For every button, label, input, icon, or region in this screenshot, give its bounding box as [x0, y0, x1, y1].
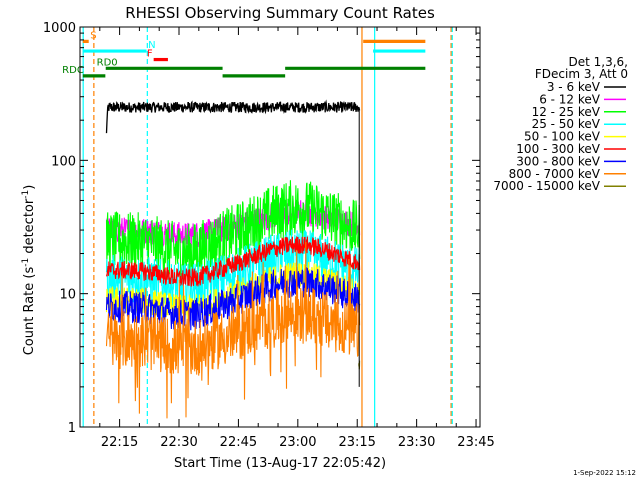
legend-entry-label-1: 6 - 12 keV: [539, 92, 601, 106]
flag-label-rdc: RDC: [62, 65, 84, 76]
legend-entry-label-2: 12 - 25 keV: [532, 105, 601, 119]
series-trace-3-6-kev: [105, 99, 361, 134]
y-tick-label-2: 100: [51, 154, 76, 169]
y-tick-label-3: 1000: [43, 21, 76, 36]
y-axis-label-main: Count Rate (s: [22, 267, 37, 356]
plot-frame: [79, 26, 481, 428]
flag-label-rd0: RD0: [97, 57, 118, 68]
x-tick-label-0: 22:15: [101, 435, 138, 450]
y-axis-label-mid: detector: [22, 198, 37, 258]
y-axis-label: Count Rate (s-1 detector-1): [21, 185, 37, 356]
x-tick-label-6: 23:45: [457, 435, 494, 450]
y-axis-label-sup2: -1: [21, 190, 31, 199]
plot-area: S NF RD0 RDC: [62, 27, 453, 427]
footer-date: 1-Sep-2022 15:12: [573, 469, 636, 477]
x-axis-label: Start Time (13-Aug-17 22:05:42): [174, 456, 386, 471]
series-trace-800-7000-kev: [105, 241, 361, 419]
series-trace-12-25-kev: [105, 180, 361, 284]
y-axis-label-sup1: -1: [21, 258, 31, 267]
x-tick-label-4: 23:15: [338, 435, 375, 450]
flag-label-s: S: [90, 30, 96, 41]
legend-header-detectors: Det 1,3,6,: [569, 55, 629, 69]
series-trace-100-300-kev: [105, 236, 361, 287]
legend-entry-label-5: 100 - 300 keV: [516, 142, 600, 156]
legend-entry-label-7: 800 - 7000 keV: [509, 167, 601, 181]
series-trace-300-800-kev: [105, 266, 361, 331]
legend-entry-label-0: 3 - 6 keV: [547, 80, 601, 94]
legend-entry-label-3: 25 - 50 keV: [532, 117, 601, 131]
axes: 1 10 100 1000 22:15 22:30 22:45 23:00 23:15 23:30…: [43, 21, 495, 450]
chart-title: RHESSI Observing Summary Count Rates: [125, 4, 435, 22]
x-tick-label-3: 23:00: [279, 435, 316, 450]
flag-label-f: F: [147, 49, 153, 60]
x-tick-label-2: 22:45: [220, 435, 257, 450]
legend-header-fdecim: FDecim 3, Att 0: [535, 67, 628, 81]
y-tick-label-0: 1: [68, 421, 76, 436]
flag-label-n: N: [148, 40, 155, 51]
x-tick-label-1: 22:30: [160, 435, 197, 450]
x-tick-label-5: 23:30: [398, 435, 435, 450]
legend-entry-label-4: 50 - 100 keV: [524, 130, 601, 144]
legend-entry-label-8: 7000 - 15000 keV: [493, 179, 600, 193]
y-tick-label-1: 10: [59, 288, 76, 303]
legend-entry-label-6: 300 - 800 keV: [516, 154, 600, 168]
y-axis-label-end: ): [22, 185, 37, 190]
